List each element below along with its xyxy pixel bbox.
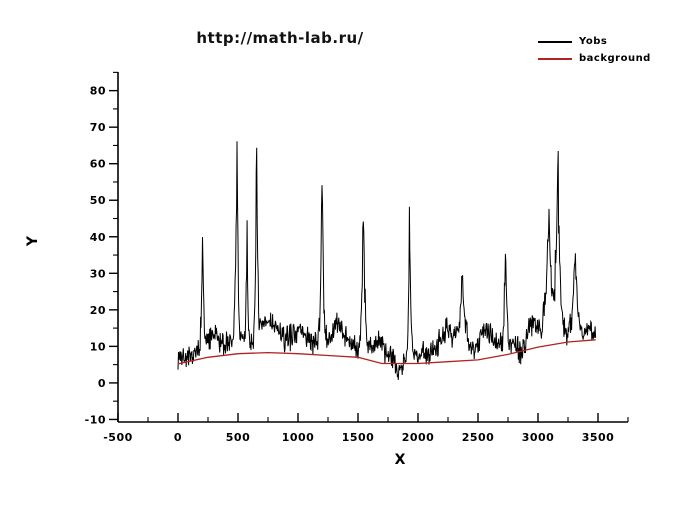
x-tick-label: 2000 bbox=[402, 431, 435, 444]
x-tick-label: 0 bbox=[174, 431, 182, 444]
series-background-line bbox=[177, 339, 596, 365]
y-tick-label: 30 bbox=[90, 267, 106, 280]
y-tick-label: 40 bbox=[90, 231, 106, 244]
series-yobs-line bbox=[177, 141, 597, 380]
y-tick-label: 0 bbox=[98, 377, 106, 390]
legend-label-background: background bbox=[579, 53, 651, 64]
x-tick-label: 3000 bbox=[522, 431, 555, 444]
chart-title: http://math-lab.ru/ bbox=[196, 29, 364, 47]
legend-item-background: background bbox=[538, 50, 651, 67]
x-tick-label: 1500 bbox=[342, 431, 375, 444]
legend-label-yobs: Yobs bbox=[579, 36, 608, 47]
y-tick-label: -10 bbox=[85, 413, 106, 426]
x-tick-label: 3500 bbox=[582, 431, 615, 444]
y-tick-label: 80 bbox=[90, 85, 106, 98]
legend-item-yobs: Yobs bbox=[538, 33, 651, 50]
legend: Yobs background bbox=[538, 33, 651, 67]
background-line-swatch bbox=[538, 57, 572, 60]
x-tick-label: 500 bbox=[226, 431, 250, 444]
x-tick-label: 2500 bbox=[462, 431, 495, 444]
x-tick-label: 1000 bbox=[282, 431, 315, 444]
yobs-line-swatch bbox=[538, 40, 572, 43]
y-tick-label: 10 bbox=[90, 340, 106, 353]
y-tick-label: 20 bbox=[90, 304, 106, 317]
x-tick-label: -500 bbox=[103, 431, 133, 444]
y-tick-label: 60 bbox=[90, 158, 106, 171]
x-axis-title: X bbox=[394, 452, 406, 468]
y-tick-label: 50 bbox=[90, 194, 106, 207]
y-tick-label: 70 bbox=[90, 121, 106, 134]
